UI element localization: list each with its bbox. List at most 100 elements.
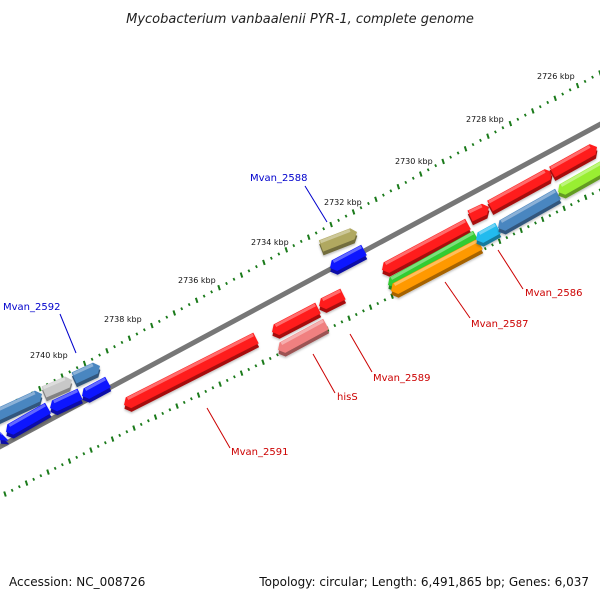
gene-hiss-body [278, 318, 329, 353]
gene-inner-blue-b[interactable] [50, 388, 83, 416]
scale-tick [505, 236, 509, 240]
accession-text: Accession: NC_008726 [9, 575, 146, 589]
scale-tick [553, 95, 557, 102]
gene-outer-steel-a-highlight [0, 391, 36, 411]
gene-mvan-2587-red-body [382, 218, 471, 273]
callout-line [206, 407, 231, 449]
gene-mvan-2589[interactable] [272, 302, 322, 339]
scale-tick [204, 389, 208, 394]
scale-tick [105, 348, 109, 354]
gene-outer-red-small-highlight [468, 204, 483, 214]
scale-tick [411, 176, 415, 180]
scale-tick [218, 381, 222, 387]
topology-text: Topology: circular; Length: 6,491,865 bp… [259, 575, 589, 589]
scale-tick [456, 151, 460, 155]
gene-outer-red-b-body [549, 144, 597, 178]
gene-mvan-2591[interactable] [124, 332, 260, 412]
scale-tick [157, 319, 161, 323]
gene-label[interactable]: hisS [337, 392, 358, 403]
scale-tick [120, 340, 124, 345]
gene-inner-blue-d[interactable] [330, 244, 368, 275]
scale-tick [172, 310, 177, 316]
gene-label[interactable]: Mvan_2586 [525, 288, 582, 299]
gene-features [0, 144, 600, 445]
scale-tick [113, 345, 116, 349]
scale-tick [239, 370, 244, 376]
scale-tick [262, 259, 266, 266]
scale-tick [110, 436, 115, 442]
gene-inner-cyan-body [476, 222, 501, 243]
scale-tick [292, 244, 296, 248]
gene-label[interactable]: Mvan_2592 [3, 302, 60, 313]
scale-tick [96, 444, 100, 448]
gene-inner-blue-c[interactable] [82, 376, 112, 403]
scale-tick [434, 164, 438, 168]
scale-tick [555, 210, 559, 214]
scale-tick [125, 430, 129, 434]
scale-tick [561, 92, 565, 96]
gene-inner-red-small[interactable] [319, 288, 347, 313]
scale-tick [53, 466, 57, 470]
gene-inner-blue-b-body [50, 388, 83, 412]
gene-mvan-2588[interactable] [318, 228, 358, 256]
scale-tick [225, 281, 228, 286]
scale-tick [187, 302, 191, 307]
scale-tick [494, 130, 497, 134]
gene-mvan-2587-red[interactable] [382, 218, 472, 277]
gene-mvan-2586[interactable] [498, 188, 562, 235]
gene-inner-blue-edge[interactable] [0, 431, 9, 445]
scale-tick [374, 196, 378, 203]
gene-label[interactable]: Mvan_2587 [471, 319, 528, 330]
scale-tick [314, 231, 318, 235]
scale-tick [161, 411, 165, 416]
gene-outer-steel-a[interactable] [0, 390, 43, 428]
scale-tick [211, 386, 215, 390]
scale-tick [75, 366, 79, 370]
scale-tick [46, 469, 50, 475]
scale-tick [103, 441, 107, 445]
scale-tick [247, 269, 251, 273]
gene-inner-blue-b-highlight [53, 389, 79, 404]
gene-mvan-2587-orange[interactable] [391, 238, 484, 298]
gene-label[interactable]: Mvan_2589 [373, 373, 430, 384]
scale-tick [3, 491, 7, 497]
scale-tick [146, 419, 150, 423]
scale-tick [519, 227, 523, 234]
gene-inner-blue-d-highlight [332, 245, 362, 263]
scale-tick [75, 455, 79, 459]
scale-tick [255, 265, 258, 269]
scale-tick [98, 353, 101, 357]
scale-tick [381, 193, 385, 197]
scale-label: 2726 kbp [537, 72, 575, 81]
gene-outer-red-small[interactable] [467, 203, 490, 226]
gene-outer-red-a[interactable] [487, 169, 553, 216]
scale-tick [359, 206, 363, 210]
scale-tick [516, 117, 520, 121]
scale-tick [67, 458, 72, 464]
scale-tick [486, 133, 490, 139]
scale-tick [333, 323, 337, 328]
gene-label[interactable]: Mvan_2591 [231, 447, 288, 458]
gene-mvan-2587-green-highlight [390, 231, 474, 280]
gene-inner-blue-a-body [6, 402, 51, 435]
scale-label: 2740 kbp [30, 351, 68, 360]
gene-outer-gray[interactable] [41, 376, 73, 402]
gene-outer-red-b-highlight [550, 145, 591, 170]
gene-inner-blue-a[interactable] [6, 402, 52, 439]
scale-tick [546, 100, 550, 105]
gene-inner-lime[interactable] [558, 161, 600, 199]
gene-hiss[interactable] [278, 318, 330, 357]
callout-line [497, 249, 524, 290]
gene-mvan-2589-highlight [274, 303, 316, 328]
scale-tick [471, 142, 475, 147]
gene-outer-steel-b[interactable] [71, 362, 101, 388]
gene-outer-red-b[interactable] [549, 144, 598, 182]
scale-tick [389, 189, 393, 193]
scale-label: 2738 kbp [104, 315, 142, 324]
gene-inner-cyan[interactable] [476, 222, 502, 247]
scale-tick [277, 252, 281, 256]
gene-label[interactable]: Mvan_2588 [250, 173, 307, 184]
scale-label: 2732 kbp [324, 198, 362, 207]
